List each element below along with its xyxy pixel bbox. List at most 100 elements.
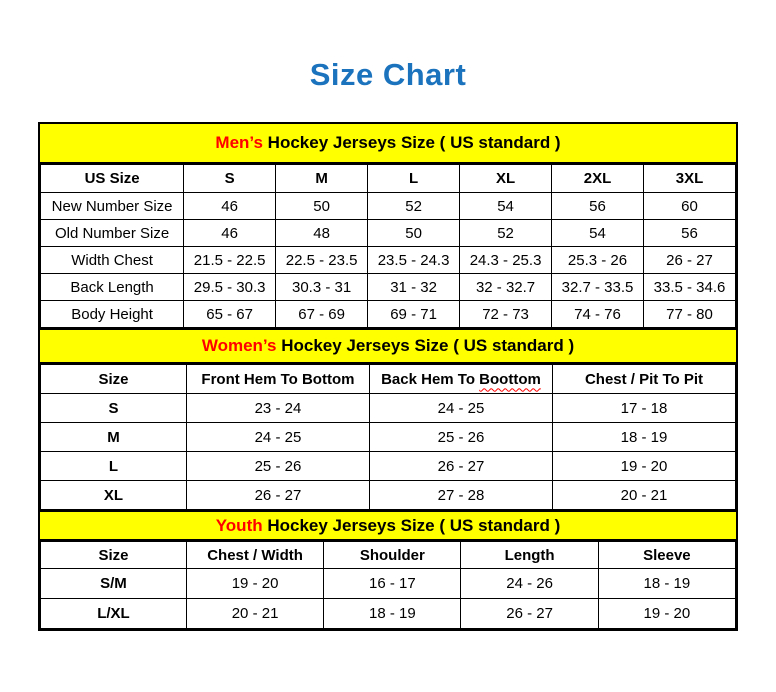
table-cell: 26 - 27 xyxy=(643,246,736,274)
table-cell: 31 - 32 xyxy=(367,273,461,301)
table-row: S/M 19 - 20 16 - 17 24 - 26 18 - 19 xyxy=(40,568,737,599)
column-header: Front Hem To Bottom xyxy=(185,364,370,394)
row-label: Back Length xyxy=(39,273,185,301)
youth-table: Size Chest / Width Shoulder Length Sleeve S/M… xyxy=(40,541,737,629)
table-cell: 16 - 17 xyxy=(323,568,462,599)
table-cell: 17 - 18 xyxy=(551,393,737,423)
table-cell: 69 - 71 xyxy=(367,300,461,328)
table-cell: 50 xyxy=(275,192,369,220)
youth-section-highlight: Youth xyxy=(215,515,263,535)
mens-section-highlight: Men’s xyxy=(215,133,263,152)
table-row: Back Length 29.5 - 30.3 30.3 - 31 31 - 32 32… xyxy=(39,273,736,301)
table-cell: 50 xyxy=(367,219,461,247)
row-label: Body Height xyxy=(39,300,185,328)
table-row: M 24 - 25 25 - 26 18 - 19 xyxy=(40,422,737,452)
table-cell: 65 - 67 xyxy=(183,300,277,328)
womens-section-header: Women’s Hockey Jerseys Size ( US standar… xyxy=(40,328,736,364)
table-cell: 32 - 32.7 xyxy=(459,273,553,301)
table-cell: 19 - 20 xyxy=(597,598,737,629)
table-cell: 18 - 19 xyxy=(551,422,737,452)
table-cell: 25 - 26 xyxy=(185,451,370,481)
table-cell: 26 - 27 xyxy=(368,451,553,481)
youth-header-row: Size Chest / Width Shoulder Length Sleeve xyxy=(40,541,737,569)
column-header: US Size xyxy=(39,164,185,193)
table-cell: 24 - 26 xyxy=(460,568,599,599)
table-row: New Number Size 46 50 52 54 56 60 xyxy=(39,192,736,220)
womens-header-row: Size Front Hem To Bottom Back Hem To Boott… xyxy=(40,364,737,394)
table-cell: 25 - 26 xyxy=(368,422,553,452)
table-cell: 72 - 73 xyxy=(459,300,553,328)
table-cell: 52 xyxy=(459,219,553,247)
column-header: 3XL xyxy=(643,164,736,193)
column-header: Sleeve xyxy=(597,541,737,569)
table-cell: 20 - 21 xyxy=(185,598,325,629)
table-cell: 22.5 - 23.5 xyxy=(275,246,369,274)
row-label: XL xyxy=(40,480,187,510)
table-row: Body Height 65 - 67 67 - 69 69 - 71 72 - 73 7… xyxy=(39,300,736,328)
row-label: S/M xyxy=(40,568,187,599)
row-label: Old Number Size xyxy=(39,219,185,247)
table-cell: 56 xyxy=(643,219,736,247)
table-cell: 46 xyxy=(183,219,277,247)
column-header: Chest / Width xyxy=(185,541,325,569)
table-cell: 27 - 28 xyxy=(368,480,553,510)
column-header: Length xyxy=(460,541,599,569)
table-cell: 26 - 27 xyxy=(185,480,370,510)
column-header: M xyxy=(275,164,369,193)
row-label: Width Chest xyxy=(39,246,185,274)
table-cell: 32.7 - 33.5 xyxy=(551,273,644,301)
table-row: Old Number Size 46 48 50 52 54 56 xyxy=(39,219,736,247)
mens-table: US Size S M L XL 2XL 3XL New Number Size 46 50 52 5… xyxy=(39,164,736,328)
table-cell: 23.5 - 24.3 xyxy=(367,246,461,274)
column-header: 2XL xyxy=(551,164,644,193)
row-label: New Number Size xyxy=(39,192,185,220)
row-label: M xyxy=(40,422,187,452)
table-cell: 24.3 - 25.3 xyxy=(459,246,553,274)
size-chart-tables: Men’s Hockey Jerseys Size ( US standard … xyxy=(38,122,738,631)
row-label: L/XL xyxy=(40,598,187,629)
table-row: L/XL 20 - 21 18 - 19 26 - 27 19 - 20 xyxy=(40,598,737,629)
table-cell: 26 - 27 xyxy=(460,598,599,629)
table-cell: 25.3 - 26 xyxy=(551,246,644,274)
table-cell: 74 - 76 xyxy=(551,300,644,328)
table-row: S 23 - 24 24 - 25 17 - 18 xyxy=(40,393,737,423)
row-label: L xyxy=(40,451,187,481)
table-cell: 18 - 19 xyxy=(323,598,462,629)
table-cell: 46 xyxy=(183,192,277,220)
column-header: Size xyxy=(40,541,187,569)
page-title: Size Chart xyxy=(309,57,467,92)
table-row: Width Chest 21.5 - 22.5 22.5 - 23.5 23.5 - … xyxy=(39,246,736,274)
column-header: L xyxy=(367,164,461,193)
table-cell: 67 - 69 xyxy=(275,300,369,328)
youth-section-header: Youth Hockey Jerseys Size ( US standard … xyxy=(40,510,736,541)
table-cell: 21.5 - 22.5 xyxy=(183,246,277,274)
mens-section-header: Men’s Hockey Jerseys Size ( US standard … xyxy=(40,124,736,164)
table-cell: 19 - 20 xyxy=(551,451,737,481)
table-cell: 52 xyxy=(367,192,461,220)
table-cell: 24 - 25 xyxy=(368,393,553,423)
table-cell: 48 xyxy=(275,219,369,247)
mens-header-row: US Size S M L XL 2XL 3XL xyxy=(39,164,736,193)
table-cell: 23 - 24 xyxy=(185,393,370,423)
womens-table: Size Front Hem To Bottom Back Hem To Boott… xyxy=(40,364,737,510)
table-row: L 25 - 26 26 - 27 19 - 20 xyxy=(40,451,737,481)
table-cell: 18 - 19 xyxy=(597,568,737,599)
table-cell: 77 - 80 xyxy=(643,300,736,328)
column-header: Shoulder xyxy=(323,541,462,569)
column-header: Size xyxy=(40,364,187,394)
table-row: XL 26 - 27 27 - 28 20 - 21 xyxy=(40,480,737,510)
table-cell: 56 xyxy=(551,192,644,220)
misspelled-word: Boottom xyxy=(479,370,541,388)
table-cell: 30.3 - 31 xyxy=(275,273,369,301)
table-cell: 60 xyxy=(643,192,736,220)
column-header: S xyxy=(183,164,277,193)
row-label: S xyxy=(40,393,187,423)
column-header: XL xyxy=(459,164,553,193)
table-cell: 29.5 - 30.3 xyxy=(183,273,277,301)
table-cell: 33.5 - 34.6 xyxy=(643,273,736,301)
table-cell: 19 - 20 xyxy=(185,568,325,599)
table-cell: 54 xyxy=(459,192,553,220)
table-cell: 24 - 25 xyxy=(185,422,370,452)
column-header: Back Hem To Boottom xyxy=(368,364,553,394)
